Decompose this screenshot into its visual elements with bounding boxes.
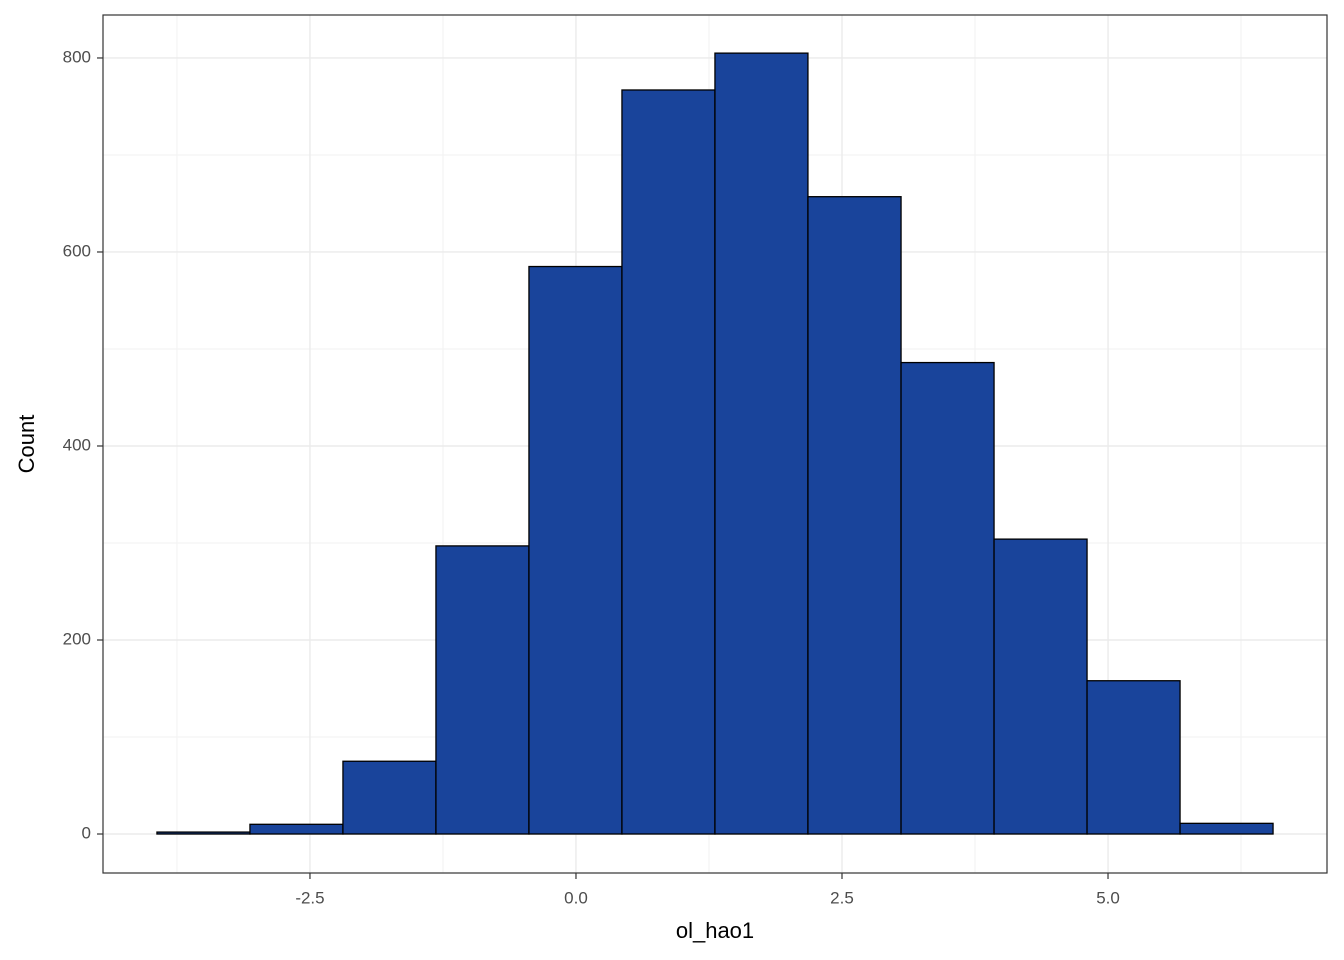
x-tick-label: 5.0	[1096, 888, 1120, 907]
y-tick-label: 400	[63, 435, 91, 454]
bar	[249, 823, 344, 835]
bar	[1086, 680, 1181, 835]
bar	[993, 538, 1088, 835]
y-axis-title: Count	[14, 415, 39, 474]
bar	[1179, 822, 1274, 835]
y-tick-label: 200	[63, 629, 91, 648]
bar	[621, 89, 716, 835]
y-tick-label: 600	[63, 241, 91, 260]
bar	[528, 265, 623, 835]
bar	[156, 831, 251, 835]
bar	[714, 52, 809, 835]
bar	[807, 196, 902, 835]
bar	[435, 545, 530, 835]
x-axis-title: ol_hao1	[676, 918, 754, 943]
axes: -2.5 0.0 2.5 5.0 0 200 400 600 800	[63, 47, 1120, 907]
bar	[900, 361, 995, 835]
bars	[156, 52, 1274, 835]
x-tick-label: 2.5	[830, 888, 854, 907]
bar	[342, 760, 437, 835]
panel-border	[102, 14, 1328, 874]
x-tick-label: -2.5	[295, 888, 324, 907]
y-tick-label: 0	[82, 823, 91, 842]
x-tick-label: 0.0	[564, 888, 588, 907]
y-tick-label: 800	[63, 47, 91, 66]
